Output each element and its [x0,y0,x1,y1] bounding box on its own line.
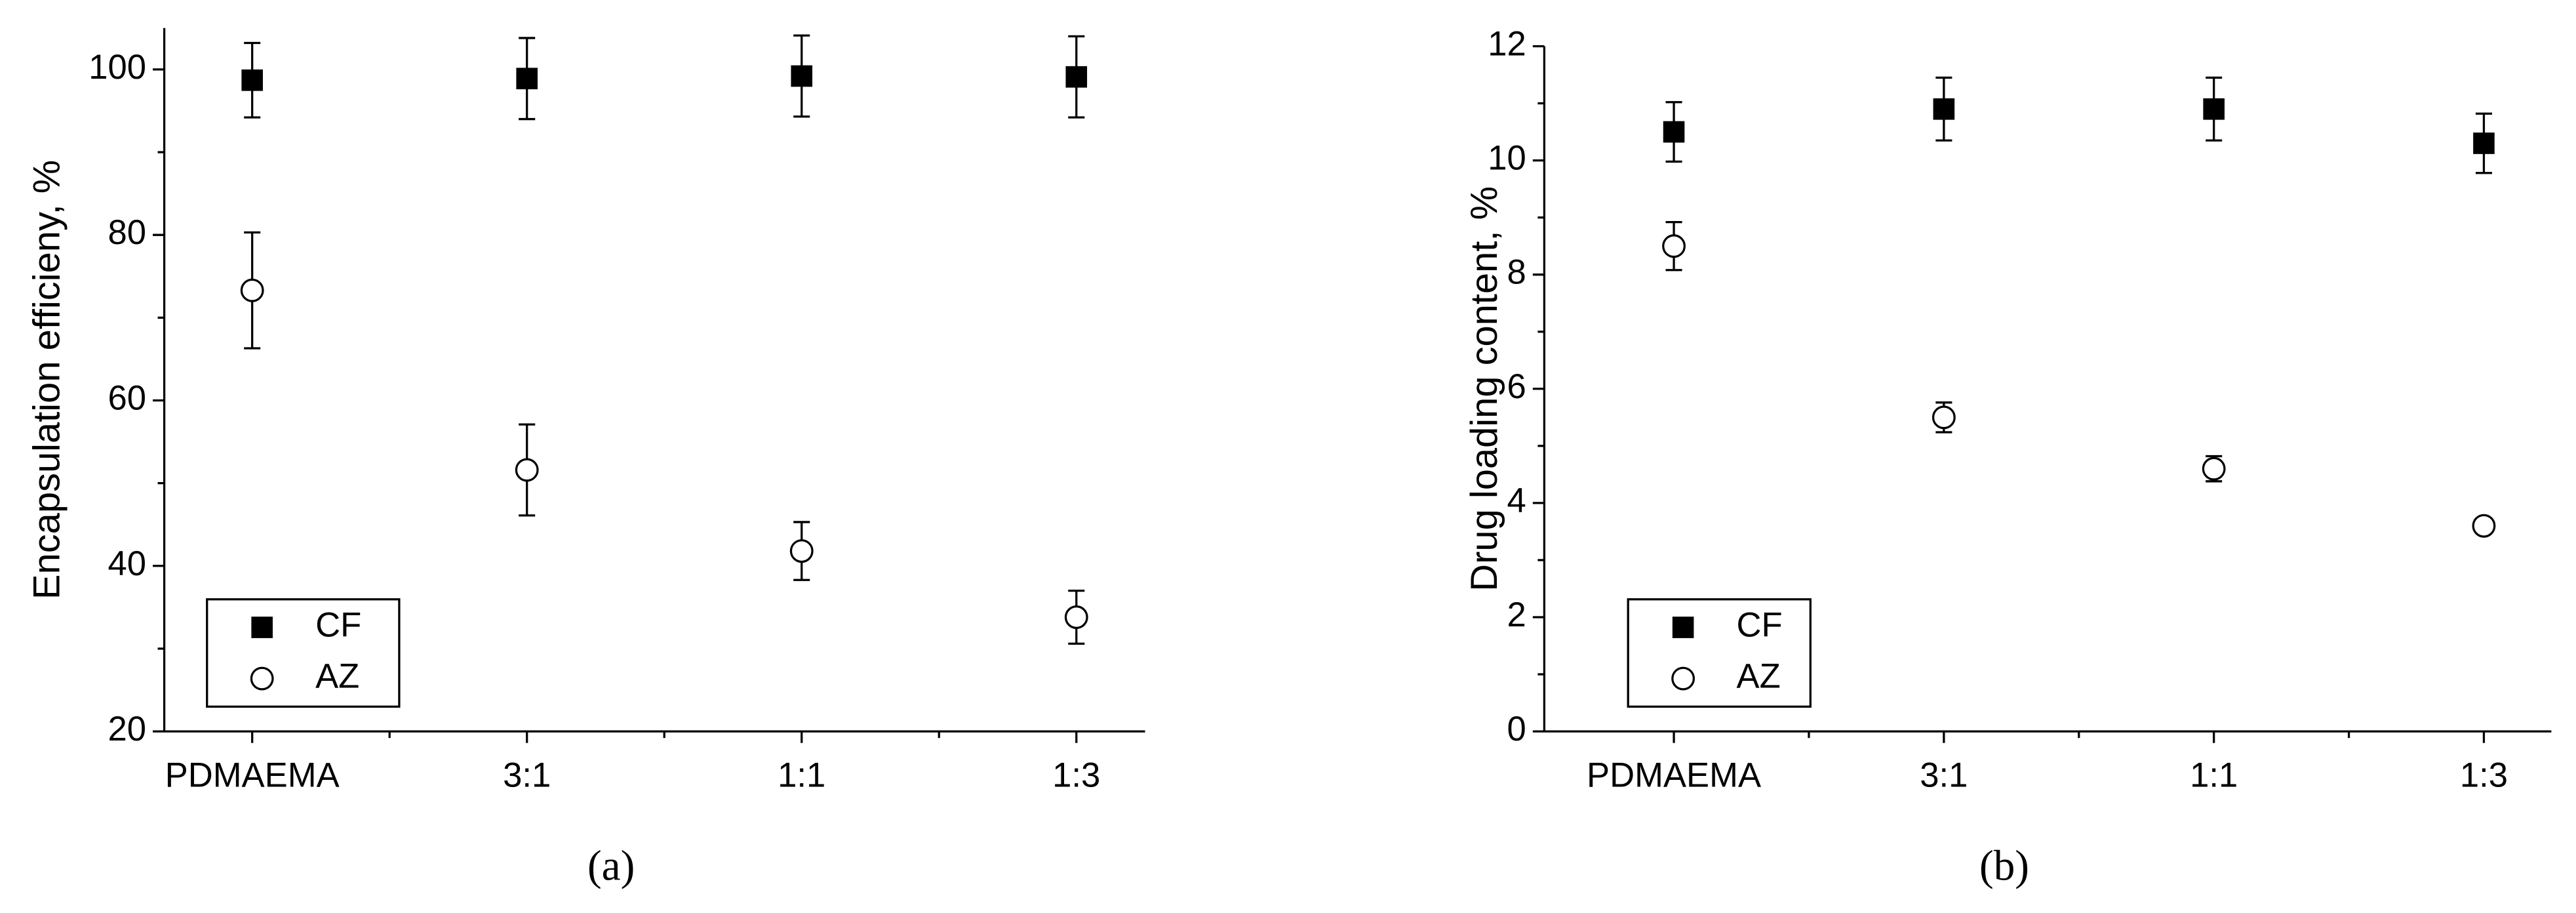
y-axis-title: Encapsulation efficieny, % [26,160,68,599]
legend-marker [250,666,274,691]
legend-label: CF [1737,605,1783,644]
y-tick-label: 100 [89,48,146,87]
y-tick-label: 2 [1507,596,1526,634]
legend-label: AZ [315,657,359,695]
legend-marker [251,617,273,638]
y-tick-label: 80 [108,213,146,252]
y-tick-label: 60 [108,378,146,417]
x-tick-label: 1:1 [2190,756,2238,794]
marker [789,539,814,563]
marker [2202,456,2226,481]
y-tick-label: 4 [1507,481,1526,520]
marker [240,278,264,302]
marker [1932,405,1956,430]
x-tick-label: PDMAEMA [1587,756,1762,794]
y-axis-title: Drug loading content, % [1463,186,1505,592]
x-tick-label: PDMAEMA [165,756,340,794]
caption: (b) [1979,842,2029,889]
x-tick-label: 3:1 [1920,756,1968,794]
legend-box [1627,598,1812,708]
caption: (a) [587,842,635,889]
marker [241,69,263,91]
marker [1662,234,1686,258]
legend-label: AZ [1737,657,1781,695]
marker [515,458,539,482]
y-tick-label: 12 [1488,24,1526,63]
y-tick-label: 20 [108,710,146,748]
marker [1933,98,1955,120]
y-tick-label: 6 [1507,367,1526,406]
marker [2473,132,2495,154]
x-tick-label: 3:1 [503,756,551,794]
x-tick-label: 1:3 [2460,756,2508,794]
y-tick-label: 8 [1507,253,1526,292]
marker [1064,605,1088,630]
y-tick-label: 10 [1488,138,1526,177]
x-tick-label: 1:3 [1052,756,1100,794]
marker [1065,66,1088,88]
legend-marker [1671,666,1695,691]
marker [2472,514,2496,538]
marker [1663,121,1685,143]
marker [516,68,538,90]
y-tick-label: 40 [108,544,146,583]
legend-label: CF [315,605,361,644]
y-tick-label: 0 [1507,710,1526,748]
legend-box [206,598,401,708]
marker [2203,98,2225,120]
x-tick-label: 1:1 [778,756,825,794]
legend-marker [1672,617,1694,638]
marker [791,65,813,87]
